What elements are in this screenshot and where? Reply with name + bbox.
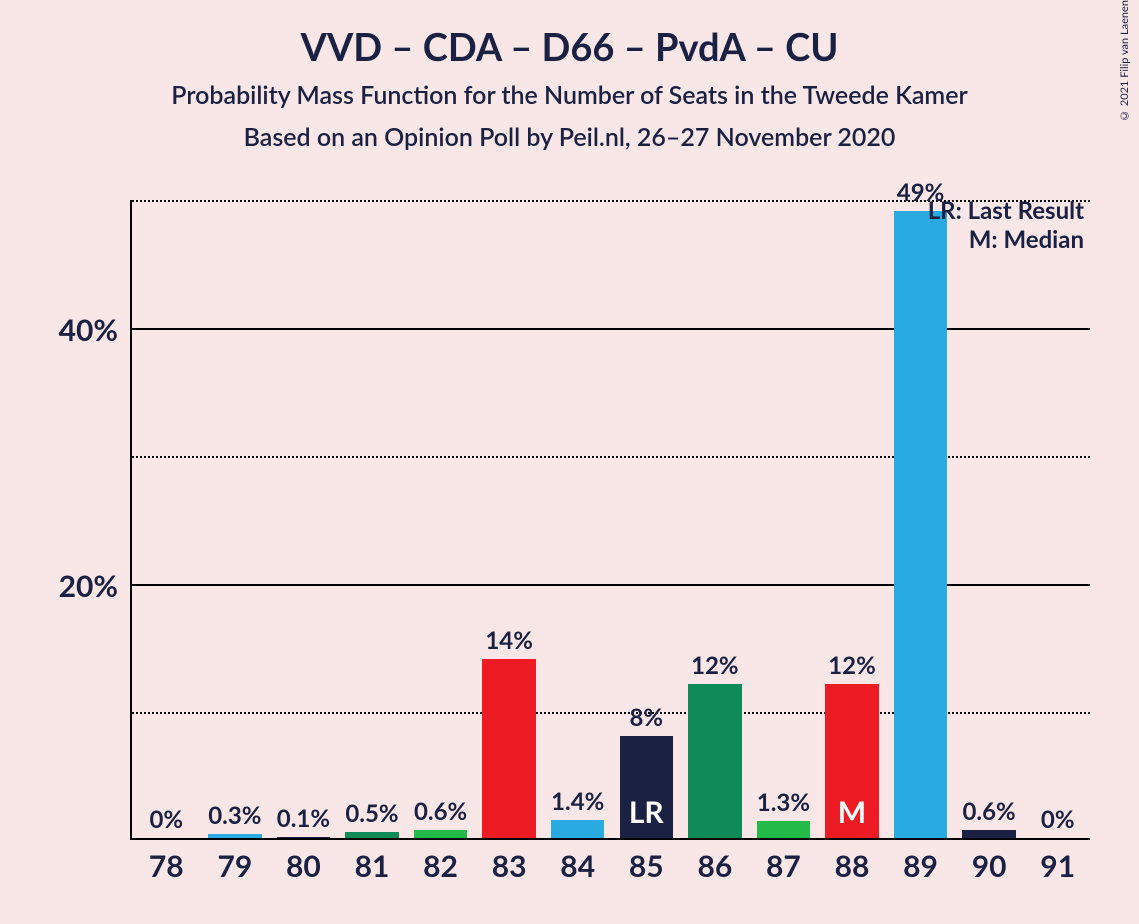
x-axis-label: 81 (355, 838, 390, 884)
bar-marker: LR (629, 794, 664, 830)
x-axis-label: 82 (423, 838, 458, 884)
copyright-text: © 2021 Filip van Laenen (1118, 0, 1131, 122)
bar-value-label: 0.5% (345, 799, 398, 832)
x-axis-label: 90 (972, 838, 1007, 884)
chart-title: VVD – CDA – D66 – PvdA – CU (0, 24, 1139, 70)
bar-value-label: 1.4% (551, 787, 604, 820)
x-axis-label: 88 (835, 838, 870, 884)
bar-value-label: 0.6% (414, 797, 467, 830)
bar-value-label: 8% (629, 703, 663, 736)
x-axis-label: 85 (629, 838, 664, 884)
bar-value-label: 12% (828, 651, 876, 684)
bar-value-label: 1.3% (757, 788, 810, 821)
chart-subtitle-2: Based on an Opinion Poll by Peil.nl, 26–… (0, 122, 1139, 152)
y-axis-label: 20% (59, 568, 132, 604)
x-axis-label: 80 (286, 838, 321, 884)
legend-item-m: M: Median (928, 225, 1084, 254)
x-axis-label: 83 (492, 838, 527, 884)
bar: 0.6% (962, 830, 1015, 838)
legend-item-lr: LR: Last Result (928, 196, 1084, 225)
chart-container: VVD – CDA – D66 – PvdA – CU Probability … (0, 0, 1139, 924)
bar-value-label: 0% (149, 805, 183, 838)
bar: 8%LR (620, 736, 673, 838)
bar-marker: M (838, 794, 866, 830)
bar: 14% (482, 659, 535, 838)
bar-value-label: 0.3% (208, 801, 261, 834)
bar: 1.4% (551, 820, 604, 838)
bar: 12%M (825, 684, 878, 838)
x-axis-label: 84 (560, 838, 595, 884)
bar: 0.6% (414, 830, 467, 838)
bar: 1.3% (757, 821, 810, 838)
bar-value-label: 0% (1041, 805, 1075, 838)
bar: 12% (688, 684, 741, 838)
x-axis-label: 87 (766, 838, 801, 884)
bar-value-label: 12% (691, 651, 739, 684)
x-axis-label: 91 (1040, 838, 1075, 884)
x-axis-label: 89 (903, 838, 938, 884)
plot-area: 20%40%0%780.3%790.1%800.5%810.6%8214%831… (130, 200, 1090, 840)
bar-value-label: 14% (485, 626, 533, 659)
y-axis-label: 40% (59, 312, 132, 348)
bar-value-label: 0.6% (963, 797, 1016, 830)
chart-subtitle-1: Probability Mass Function for the Number… (0, 80, 1139, 110)
bar-value-label: 0.1% (277, 804, 330, 837)
x-axis-label: 86 (697, 838, 732, 884)
legend: LR: Last ResultM: Median (928, 196, 1084, 254)
bar: 49% (894, 211, 947, 838)
x-axis-label: 79 (217, 838, 252, 884)
x-axis-label: 78 (149, 838, 184, 884)
